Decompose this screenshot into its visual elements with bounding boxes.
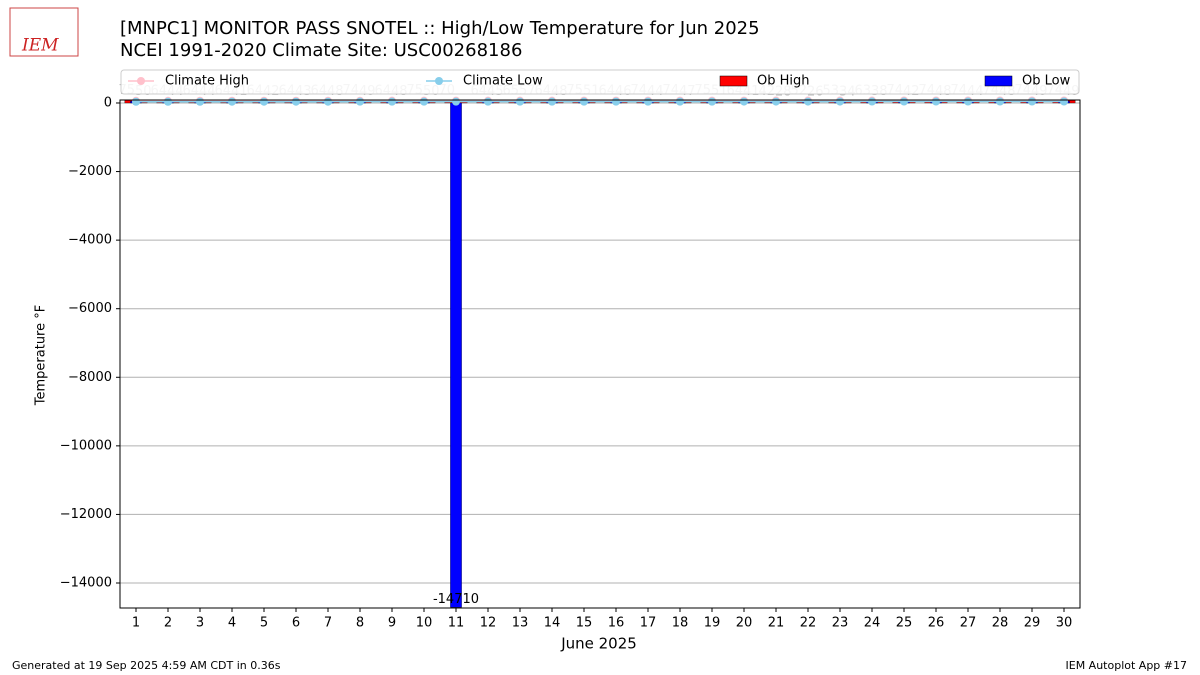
y-tick-label: −12000 [60,507,112,522]
line-marker [452,97,460,106]
bar [450,102,462,608]
x-tick-label: 27 [960,616,977,631]
x-tick-label: 28 [992,616,1009,631]
chart-subtitle: NCEI 1991-2020 Climate Site: USC00268186 [120,40,522,61]
x-tick-label: 26 [928,616,945,631]
y-tick-label: −10000 [60,438,112,453]
x-tick-label: 8 [356,616,364,631]
legend-swatch [137,77,145,85]
legend-swatch [719,75,748,87]
line-marker [708,97,716,106]
x-tick-label: 25 [896,616,913,631]
x-tick-label: 24 [864,616,881,631]
x-tick-label: 14 [544,616,561,631]
x-tick-label: 20 [736,616,753,631]
y-tick-label: −14000 [60,576,112,591]
x-tick-label: 15 [576,616,593,631]
line-marker [420,97,428,106]
footer-left: Generated at 19 Sep 2025 4:59 AM CDT in … [12,659,281,672]
x-tick-label: 18 [672,616,689,631]
x-tick-label: 29 [1024,616,1041,631]
legend-label: Climate High [165,74,249,89]
x-tick-label: 17 [640,616,657,631]
legend-label: Ob Low [1022,74,1071,89]
y-tick-label: −6000 [68,301,112,316]
chart-title: [MNPC1] MONITOR PASS SNOTEL :: High/Low … [120,18,760,39]
x-tick-label: 9 [388,616,396,631]
line-marker [356,97,364,106]
x-tick-label: 4 [228,616,236,631]
x-tick-label: 23 [832,616,849,631]
x-tick-label: 1 [132,616,140,631]
x-tick-label: 13 [512,616,529,631]
legend-label: Ob High [757,74,810,89]
x-axis-label: June 2025 [560,635,637,653]
x-tick-label: 6 [292,616,300,631]
legend-swatch [435,77,443,85]
line-marker [324,97,332,106]
line-marker [580,97,588,106]
y-tick-label: 0 [104,95,112,110]
x-tick-label: 22 [800,616,817,631]
line-marker [388,97,396,106]
line-marker [132,97,140,106]
legend-box [120,69,1080,95]
x-tick-label: 10 [416,616,433,631]
legend-swatch [984,75,1013,87]
y-axis-label: Temperature °F [34,305,49,406]
logo-outline [9,7,79,57]
x-tick-label: 7 [324,616,332,631]
x-tick-label: 19 [704,616,721,631]
logo-text: IEM [21,36,59,56]
x-tick-label: 5 [260,616,268,631]
x-tick-label: 21 [768,616,785,631]
footer-right: IEM Autoplot App #17 [1066,659,1188,672]
y-tick-label: −8000 [68,370,112,385]
x-tick-label: 30 [1056,616,1073,631]
legend-label: Climate Low [463,74,543,89]
line-marker [548,97,556,106]
plot-frame [119,99,1081,609]
x-tick-label: 16 [608,616,625,631]
x-tick-label: 3 [196,616,204,631]
y-tick-label: −4000 [68,233,112,248]
line-marker [516,97,524,106]
x-tick-label: 12 [480,616,497,631]
x-tick-label: 11 [448,616,465,631]
value-label: -14710 [433,592,479,607]
x-tick-label: 2 [164,616,172,631]
y-tick-label: −2000 [68,164,112,179]
